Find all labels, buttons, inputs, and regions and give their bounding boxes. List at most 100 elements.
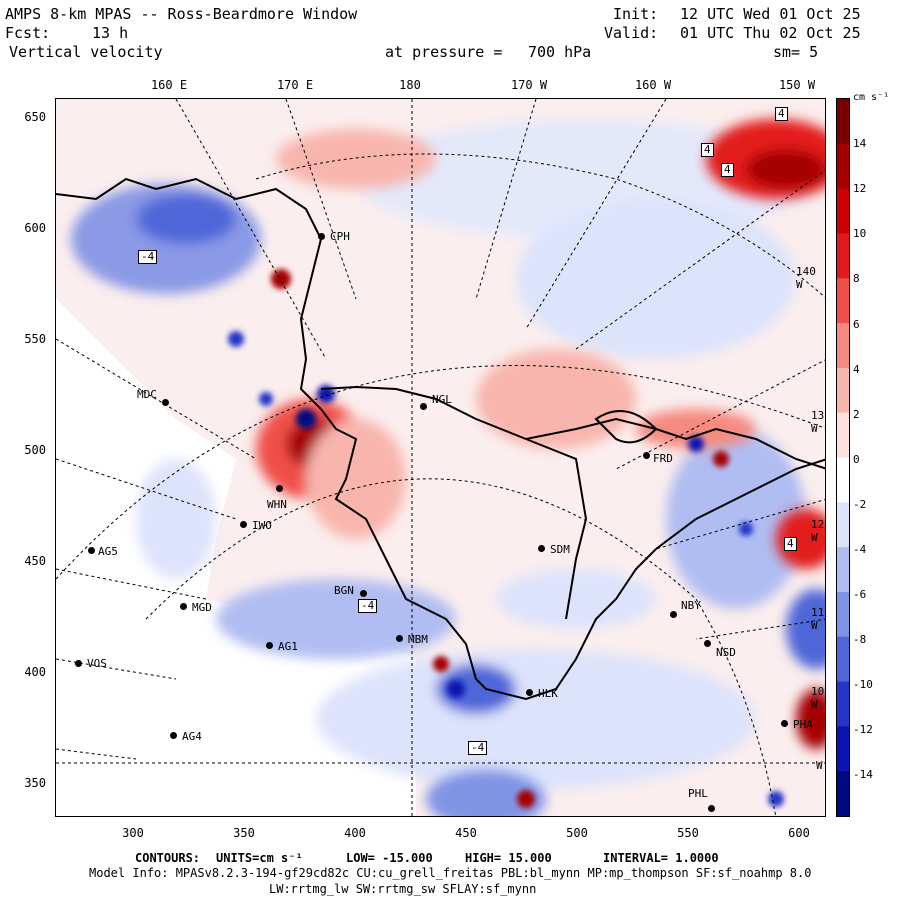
colorbar-label: 2	[853, 408, 860, 421]
field-name: Vertical velocity	[9, 43, 163, 61]
contours-interval: INTERVAL= 1.0000	[603, 851, 719, 865]
y-tick: 450	[24, 554, 46, 568]
colorbar-swatch	[837, 278, 849, 324]
colorbar-label: -12	[853, 723, 873, 736]
colorbar-label: 10	[853, 227, 867, 240]
station-marker	[538, 545, 545, 552]
station-nsd: NSD	[716, 646, 736, 659]
init-time: 12 UTC Wed 01 Oct 25	[680, 5, 861, 23]
station-marker	[420, 403, 427, 410]
station-marker	[318, 233, 325, 240]
station-cph: CPH	[330, 230, 350, 243]
colorbar-label: -8	[853, 633, 867, 646]
x-tick: 500	[566, 826, 588, 840]
forecast-hour: 13 h	[92, 24, 129, 42]
contour-label: 4	[721, 163, 734, 177]
positive-velocity-areas	[256, 119, 825, 749]
station-marker	[180, 603, 187, 610]
meridian-label: 140 W	[796, 265, 816, 291]
smoothing: sm= 5	[773, 43, 819, 61]
colorbar-swatch	[837, 188, 849, 234]
contour-label: 4	[775, 107, 788, 121]
x-tick: 550	[677, 826, 699, 840]
colorbar-label: -4	[853, 543, 867, 556]
colorbar-label: -2	[853, 498, 867, 511]
contour-label: -4	[468, 741, 488, 755]
y-tick: 550	[24, 332, 46, 346]
lon-tick: 160 W	[634, 78, 672, 92]
meridian-label: W	[816, 759, 823, 772]
station-sdm: SDM	[550, 543, 570, 556]
colorbar-label: 12	[853, 182, 867, 195]
station-marker	[781, 720, 788, 727]
x-tick: 450	[455, 826, 477, 840]
meridian-label: 100 W	[811, 685, 825, 711]
station-marker	[240, 521, 247, 528]
station-marker	[670, 611, 677, 618]
colorbar-swatch	[837, 323, 849, 369]
model-info: Model Info: MPASv8.2.3-194-gf29cd82c CU:…	[89, 866, 812, 880]
x-tick: 350	[233, 826, 255, 840]
station-marker	[170, 732, 177, 739]
lon-tick: 170 W	[510, 78, 548, 92]
station-marker	[162, 399, 169, 406]
colorbar-swatch	[837, 412, 849, 458]
station-ag4: AG4	[182, 730, 202, 743]
station-ag5: AG5	[98, 545, 118, 558]
station-marker	[396, 635, 403, 642]
station-marker	[75, 660, 82, 667]
color-bar-swatches	[837, 99, 849, 817]
colorbar-label: 14	[853, 137, 867, 150]
station-marker	[708, 805, 715, 812]
x-tick: 600	[788, 826, 810, 840]
contours-units: UNITS=cm s⁻¹	[216, 851, 303, 865]
lon-tick: 170 E	[276, 78, 314, 92]
station-marker	[526, 689, 533, 696]
graticule	[56, 99, 825, 816]
colorbar-label: -14	[853, 768, 873, 781]
contours-low: LOW= -15.000	[346, 851, 433, 865]
lon-tick: 160 E	[150, 78, 188, 92]
colorbar-swatch	[837, 367, 849, 414]
colorbar-label: 4	[853, 363, 860, 376]
colorbar-swatch	[837, 547, 849, 593]
station-marker	[643, 452, 650, 459]
station-iwo: IWO	[252, 519, 272, 532]
colorbar-swatch	[837, 233, 849, 279]
forecast-label: Fcst:	[5, 24, 51, 42]
colorbar-swatch	[837, 726, 849, 772]
map-panel: CPH MDC NGL WHN IWO AG5 SDM MGD AG1 VOS …	[55, 98, 826, 817]
valid-label: Valid:	[604, 24, 659, 42]
station-pha: PHA	[793, 718, 813, 731]
station-hlk: HLK	[538, 687, 558, 700]
station-ag1: AG1	[278, 640, 298, 653]
station-phl: PHL	[688, 787, 708, 800]
level-label: at pressure =	[385, 43, 503, 61]
lon-tick: 150 W	[778, 78, 816, 92]
x-tick: 400	[344, 826, 366, 840]
colorbar-swatch	[837, 771, 849, 817]
station-ngl: NGL	[432, 393, 452, 406]
station-mbm: MBM	[408, 633, 428, 646]
contour-label: 4	[701, 143, 714, 157]
contour-label: -4	[358, 599, 378, 613]
station-whn: WHN	[267, 498, 287, 511]
colorbar-label: 8	[853, 272, 860, 285]
colorbar-label: -10	[853, 678, 873, 691]
colorbar-swatch	[837, 591, 849, 638]
colorbar-swatch	[837, 502, 849, 548]
color-bar	[836, 98, 850, 817]
meridian-label: 130 W	[811, 409, 825, 435]
colorbar-swatch	[837, 99, 849, 145]
vertical-velocity-field	[56, 99, 825, 816]
station-nby: NBY	[681, 599, 701, 612]
station-vos: VOS	[87, 657, 107, 670]
contour-label: 4	[784, 537, 797, 551]
y-tick: 500	[24, 443, 46, 457]
contours-high: HIGH= 15.000	[465, 851, 552, 865]
colorbar-units: cm s⁻¹	[853, 92, 890, 103]
colorbar-label: -6	[853, 588, 867, 601]
coastline	[56, 177, 825, 701]
y-tick: 350	[24, 776, 46, 790]
level-value: 700 hPa	[528, 43, 592, 61]
